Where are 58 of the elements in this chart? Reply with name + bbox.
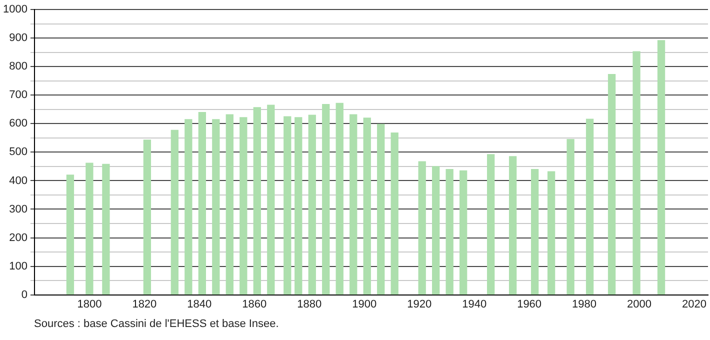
y-tick-label: 100 bbox=[9, 260, 28, 272]
bar bbox=[322, 104, 330, 295]
bar bbox=[446, 168, 454, 295]
x-tick-label: 1980 bbox=[572, 298, 597, 310]
y-tick-label: 900 bbox=[9, 32, 28, 44]
bar bbox=[486, 154, 495, 295]
y-tick-label: 0 bbox=[21, 288, 28, 301]
bar bbox=[240, 117, 248, 295]
bar bbox=[198, 112, 206, 295]
y-tick-label: 600 bbox=[9, 118, 28, 130]
y-tick-label: 200 bbox=[9, 232, 28, 244]
bar bbox=[530, 168, 539, 295]
bar bbox=[66, 174, 74, 295]
x-tick-label: 1880 bbox=[297, 298, 322, 310]
bar bbox=[432, 166, 440, 295]
x-tick-label: 1840 bbox=[187, 298, 212, 310]
bar bbox=[363, 118, 371, 295]
y-tick-label: 800 bbox=[9, 60, 28, 73]
bar bbox=[377, 124, 385, 295]
bar bbox=[102, 164, 110, 295]
x-tick-label: 1900 bbox=[352, 298, 377, 310]
bar bbox=[294, 117, 302, 295]
bar bbox=[184, 119, 192, 295]
x-tick-label: 2000 bbox=[627, 298, 652, 310]
bar bbox=[632, 51, 640, 295]
bar bbox=[586, 118, 594, 295]
bar bbox=[226, 114, 234, 295]
bar bbox=[170, 130, 179, 295]
y-tick-label: 400 bbox=[9, 174, 28, 187]
x-tick-label: 1920 bbox=[407, 298, 432, 310]
y-tick-label: 300 bbox=[9, 203, 28, 216]
bar bbox=[547, 171, 556, 295]
bar bbox=[418, 161, 426, 295]
bar bbox=[308, 114, 316, 295]
bar bbox=[212, 119, 220, 295]
bar bbox=[350, 114, 358, 295]
x-tick-label: 1820 bbox=[132, 298, 157, 310]
y-tick-label: 700 bbox=[9, 89, 28, 102]
y-tick-label: 1000 bbox=[2, 4, 28, 16]
x-tick-label: 1960 bbox=[517, 298, 542, 310]
bar bbox=[657, 40, 666, 295]
bar bbox=[267, 104, 275, 295]
bar bbox=[390, 132, 398, 295]
bar bbox=[336, 102, 344, 295]
x-tick-label: 1940 bbox=[462, 298, 487, 310]
bar bbox=[143, 140, 152, 295]
x-tick-label: 1800 bbox=[77, 298, 102, 310]
bar bbox=[284, 116, 292, 295]
y-tick-label: 500 bbox=[9, 146, 28, 158]
bar bbox=[253, 107, 261, 295]
bar bbox=[566, 139, 574, 295]
bar bbox=[608, 74, 616, 295]
source-note: Sources : base Cassini de l'EHESS et base Insee. bbox=[34, 318, 279, 330]
bar bbox=[508, 156, 517, 295]
bar bbox=[460, 170, 468, 295]
bar bbox=[86, 162, 94, 295]
x-tick-label: 2020 bbox=[682, 298, 706, 310]
x-tick-label: 1860 bbox=[242, 298, 267, 310]
